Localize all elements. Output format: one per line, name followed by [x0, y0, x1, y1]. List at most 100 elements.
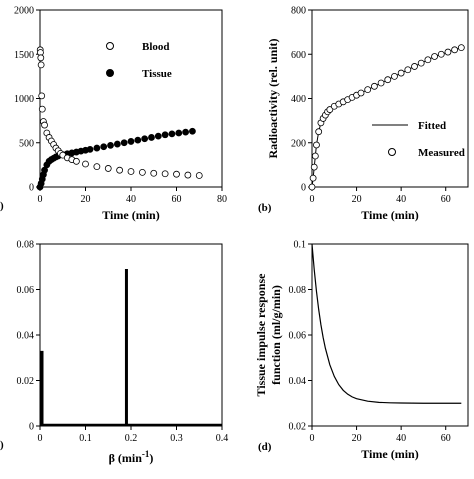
tissue-point	[141, 135, 149, 143]
panel-c-x-axis-label-close: )	[149, 451, 153, 465]
measured-point	[313, 141, 320, 149]
blood-point	[41, 121, 48, 129]
x-tick-label: 0.3	[170, 433, 183, 444]
blood-point	[38, 92, 46, 100]
x-tick-label: 60	[441, 194, 451, 205]
y-tick-label: 0	[29, 422, 34, 433]
y-tick-label: 0.02	[17, 376, 35, 387]
panel-d-y-axis-label-line-1: Tissue impulse response	[254, 273, 268, 397]
legend-fitted-label: Fitted	[418, 120, 446, 132]
x-tick-label: 40	[396, 194, 406, 205]
panel-b-marks	[308, 44, 465, 191]
y-tick-label: 0.08	[289, 285, 307, 296]
panel-d-x-axis-label: Time (min)	[361, 447, 418, 461]
tissue-point	[175, 129, 183, 137]
blood-point	[37, 54, 45, 62]
blood-point	[37, 61, 45, 69]
tissue-point	[148, 134, 155, 141]
blood-point	[82, 160, 89, 168]
legend-tissue-marker	[106, 69, 114, 77]
tissue-point	[100, 143, 108, 151]
measured-point	[384, 76, 392, 84]
panel-b-y-ticks: 0 200 400 600 800	[291, 6, 312, 194]
panel-b-x-ticks: 0 20 40 60	[310, 187, 451, 205]
y-tick-label: 800	[291, 6, 306, 17]
y-tick-label: 0	[301, 183, 306, 194]
panel-c-y-ticks: 0 0.02 0.04 0.06 0.08	[17, 240, 40, 433]
y-tick-label: 1500	[14, 50, 34, 61]
panel-c-marks	[40, 269, 222, 427]
tissue-point	[113, 140, 121, 148]
measured-point	[411, 63, 418, 70]
tissue-point	[134, 136, 142, 144]
y-tick-label: 0.06	[289, 331, 307, 342]
panel-a-legend: Blood Tissue	[106, 41, 172, 80]
panel-a-x-ticks: 0 20 40 60 80	[38, 187, 227, 205]
measured-point	[311, 152, 319, 160]
tissue-point	[86, 145, 94, 153]
impulse-response-curve	[311, 243, 462, 404]
tissue-point	[107, 142, 114, 149]
legend-measured-marker	[388, 148, 396, 156]
blood-point	[184, 171, 192, 179]
y-tick-label: 2000	[14, 6, 34, 17]
panel-d-y-ticks: 0.02 0.04 0.06 0.08 0.1	[289, 240, 312, 433]
blood-point	[116, 166, 124, 174]
y-tick-label: 500	[19, 138, 34, 149]
blood-point	[195, 172, 203, 179]
x-tick-label: 0	[38, 194, 43, 205]
tissue-point	[189, 127, 196, 135]
y-tick-label: 0.04	[17, 331, 35, 342]
panel-b-x-axis-label: Time (min)	[361, 208, 418, 222]
panel-d-y-axis-label-line-2: function (ml/g/min)	[269, 285, 283, 385]
panel-b-letter: (b)	[258, 202, 272, 214]
y-tick-label: 0	[29, 183, 34, 194]
panel-a-marks	[36, 46, 203, 191]
measured-point	[309, 174, 317, 182]
panel-b-frame	[311, 9, 469, 188]
x-tick-label: 40	[396, 433, 406, 444]
measured-point	[437, 50, 445, 58]
measured-point	[308, 183, 316, 191]
blood-point	[38, 105, 46, 113]
panel-c-x-ticks: 0 0.1 0.2 0.3 0.4	[38, 426, 229, 444]
x-tick-label: 0.2	[125, 433, 138, 444]
y-tick-label: 1000	[14, 94, 34, 105]
panel-a-y-ticks: 0 500 1000 1500 2000	[14, 6, 40, 194]
blood-point	[138, 168, 146, 176]
y-tick-label: 0.04	[289, 376, 307, 387]
measured-point	[417, 59, 425, 67]
x-tick-label: 40	[126, 194, 136, 205]
panel-d: 0 20 40 60 0.02 0.04 0.06 0.08 0.1 Time (min) T…	[254, 240, 469, 461]
panel-d-letter: (d)	[258, 441, 272, 453]
measured-point	[310, 163, 318, 171]
x-tick-label: 0.1	[79, 433, 92, 444]
measured-point	[315, 128, 323, 136]
x-tick-label: 60	[172, 194, 182, 205]
x-tick-label: 0.4	[216, 433, 229, 444]
panel-c-x-axis-label-exponent: -1	[142, 449, 150, 459]
panel-b: 0 20 40 60 0 200 400 600 800 Time (min) Radioac…	[258, 6, 469, 222]
tissue-point	[182, 128, 190, 136]
legend-blood-marker	[106, 42, 114, 50]
panel-c: 0 0.1 0.2 0.3 0.4 0 0.02 0.04 0.06 0.08 β (min-1…	[0, 240, 228, 466]
tissue-point	[168, 130, 176, 138]
blood-point	[93, 163, 101, 171]
y-tick-label: 0.02	[289, 422, 307, 433]
measured-point	[424, 56, 432, 64]
y-tick-label: 0.06	[17, 285, 35, 296]
fitted-line	[311, 47, 462, 188]
x-tick-label: 80	[217, 194, 227, 205]
panel-c-x-axis-label-main: β (min	[109, 451, 143, 465]
x-tick-label: 60	[441, 433, 451, 444]
panel-c-frame	[39, 243, 223, 427]
y-tick-label: 400	[291, 94, 306, 105]
x-tick-label: 20	[81, 194, 91, 205]
y-tick-label: 0.08	[17, 240, 35, 251]
x-tick-label: 20	[352, 194, 362, 205]
tissue-point	[154, 132, 162, 140]
tissue-point	[161, 131, 169, 139]
blood-point	[150, 169, 158, 177]
